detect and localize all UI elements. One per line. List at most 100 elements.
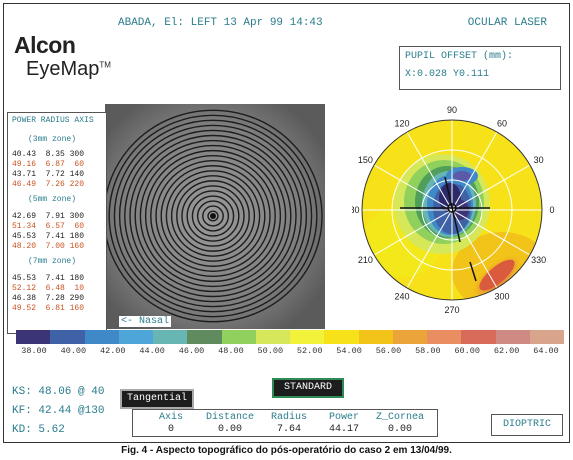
angle-label: 300 bbox=[494, 292, 509, 302]
angle-label: 0 bbox=[549, 205, 554, 215]
zone-row: 49.16 6.87 60 bbox=[12, 160, 85, 169]
placido-ring bbox=[139, 144, 287, 288]
col-header: Radius bbox=[270, 412, 308, 423]
zone-row: 40.43 8.35 300 bbox=[12, 150, 85, 159]
scale-label: 58.00 bbox=[415, 346, 441, 356]
placido-ring bbox=[207, 210, 219, 222]
scale-swatch bbox=[84, 330, 119, 344]
zone-row: 51.34 6.57 60 bbox=[12, 222, 85, 231]
scale-label: 42.00 bbox=[100, 346, 126, 356]
scale-label: 50.00 bbox=[257, 346, 284, 356]
topography-map[interactable]: 9060300330300270240210180150120 bbox=[344, 92, 562, 327]
placido-ring bbox=[118, 124, 308, 308]
zone-row: 45.53 7.41 180 bbox=[12, 232, 85, 241]
scale-label: 38.00 bbox=[21, 346, 47, 356]
placido-ring bbox=[113, 119, 313, 313]
scale-label: 60.00 bbox=[454, 346, 480, 356]
scale-swatch bbox=[50, 330, 85, 344]
zone-row: 42.69 7.91 300 bbox=[12, 212, 85, 221]
zone-label: (5mm zone) bbox=[28, 195, 77, 204]
scale-swatch bbox=[16, 330, 51, 344]
scale-swatch bbox=[392, 330, 427, 344]
placido-ring bbox=[105, 109, 323, 323]
scale-label: 52.00 bbox=[296, 346, 323, 356]
scale-swatch bbox=[358, 330, 393, 344]
scale-swatch bbox=[461, 330, 496, 344]
scale-label: 46.00 bbox=[178, 346, 205, 356]
placido-ring bbox=[196, 200, 230, 232]
placido-ring bbox=[191, 195, 235, 237]
scale-swatch bbox=[153, 330, 188, 344]
placido-ring bbox=[165, 170, 261, 262]
zone-row: 46.49 7.26 220 bbox=[12, 180, 85, 189]
angle-label: 150 bbox=[358, 155, 373, 165]
scale-swatch bbox=[427, 330, 462, 344]
scale-swatch bbox=[529, 330, 564, 344]
placido-rings bbox=[105, 104, 325, 329]
scale-swatch bbox=[255, 330, 290, 344]
pupil-offset-value: X:0.028 Y0.111 bbox=[405, 69, 490, 80]
patient-info: ABADA, El: LEFT 13 Apr 99 14:43 bbox=[118, 17, 323, 29]
col-value: 44.17 bbox=[328, 424, 360, 435]
zone-row: 52.12 6.48 10 bbox=[12, 284, 85, 293]
placido-ring bbox=[144, 149, 282, 283]
col-value: 0.00 bbox=[217, 424, 243, 435]
placido-ring bbox=[129, 134, 297, 298]
pupil-offset-panel: PUPIL OFFSET (mm): X:0.028 Y0.111 bbox=[399, 46, 561, 90]
zone-row: 48.20 7.00 160 bbox=[12, 242, 85, 251]
scale-label: 44.00 bbox=[139, 346, 165, 356]
placido-ring bbox=[202, 205, 224, 227]
header-bar: ABADA, El: LEFT 13 Apr 99 14:43 OCULAR L… bbox=[104, 15, 559, 31]
placido-image bbox=[105, 104, 325, 329]
scale-swatch bbox=[324, 330, 359, 344]
kf-value: KF: 42.44 @130 bbox=[12, 405, 105, 417]
angle-label: 240 bbox=[394, 292, 409, 302]
scale-swatch bbox=[290, 330, 325, 344]
col-value: 7.64 bbox=[276, 424, 302, 435]
nasal-label: <- Nasal bbox=[119, 316, 172, 327]
col-header: Distance bbox=[205, 412, 255, 423]
col-value: 0 bbox=[167, 424, 175, 435]
zone-label: (3mm zone) bbox=[28, 135, 77, 144]
color-scale-labels: 38.00 40.00 42.00 44.00 46.00 48.00 50.00 52.00… bbox=[16, 346, 564, 358]
zone-label: (7mm zone) bbox=[28, 257, 77, 266]
alcon-eyemap-logo: Alcon EyeMapTM bbox=[14, 32, 111, 80]
ks-value: KS: 48.06 @ 40 bbox=[12, 386, 105, 398]
zone-row: 49.52 6.81 160 bbox=[12, 304, 85, 313]
device-label: OCULAR LASER bbox=[467, 17, 547, 29]
placido-ring bbox=[160, 165, 266, 267]
scale-swatch bbox=[221, 330, 256, 344]
col-header: Z_Cornea bbox=[375, 412, 425, 423]
keratometry-readout: KS: 48.06 @ 40 KF: 42.44 @130 KD: 5.62 bbox=[12, 383, 104, 440]
pupil-offset-title: PUPIL OFFSET (mm): bbox=[405, 51, 514, 62]
scale-label: 40.00 bbox=[60, 346, 87, 356]
power-radius-axis-title: POWER RADIUS AXIS bbox=[12, 116, 94, 125]
angle-label: 330 bbox=[531, 255, 546, 265]
kd-value: KD: 5.62 bbox=[12, 424, 65, 436]
figure-caption: Fig. 4 - Aspecto topográfico do pós-oper… bbox=[121, 445, 452, 456]
cursor-readout-table: Axis Distance Radius Power Z_Cornea 0 0.… bbox=[132, 409, 438, 437]
col-value: 0.00 bbox=[387, 424, 413, 435]
angle-label: 120 bbox=[394, 118, 409, 128]
scale-label: 64.00 bbox=[533, 346, 559, 356]
scale-label: 56.00 bbox=[375, 346, 402, 356]
angle-label: 30 bbox=[534, 155, 544, 165]
angle-label: 60 bbox=[497, 118, 507, 128]
placido-ring bbox=[176, 180, 250, 252]
placido-ring bbox=[155, 160, 271, 272]
scale-label: 48.00 bbox=[218, 346, 244, 356]
placido-ring bbox=[170, 175, 256, 257]
color-scale bbox=[16, 330, 564, 344]
zone-row: 43.71 7.72 140 bbox=[12, 170, 85, 179]
placido-ring bbox=[181, 185, 245, 247]
power-radius-axis-panel: POWER RADIUS AXIS (3mm zone) 40.43 8.35 … bbox=[7, 112, 107, 334]
scale-label: 62.00 bbox=[493, 346, 520, 356]
standard-button[interactable]: STANDARD bbox=[272, 378, 344, 398]
dioptric-button[interactable]: DIOPTRIC bbox=[491, 414, 563, 436]
placido-ring bbox=[186, 190, 240, 242]
col-header: Axis bbox=[158, 412, 184, 423]
eyemap-window: ABADA, El: LEFT 13 Apr 99 14:43 OCULAR L… bbox=[3, 3, 570, 443]
zone-row: 46.38 7.28 290 bbox=[12, 294, 85, 303]
angle-label: 180 bbox=[352, 205, 360, 215]
tangential-button[interactable]: Tangential bbox=[120, 389, 194, 409]
